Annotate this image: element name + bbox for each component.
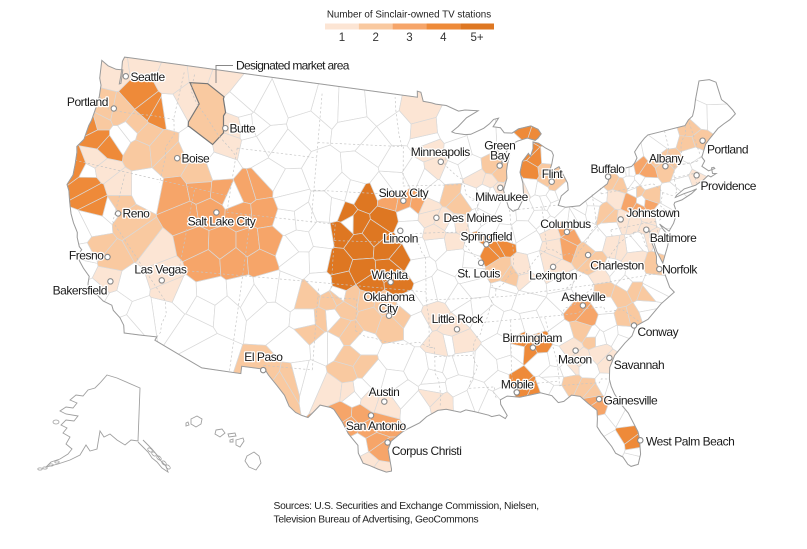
svg-text:4: 4: [440, 32, 447, 44]
svg-text:Birmingham: Birmingham: [502, 331, 562, 345]
svg-text:St. Louis: St. Louis: [457, 267, 500, 281]
svg-text:Norfolk: Norfolk: [662, 262, 698, 276]
svg-text:West Palm Beach: West Palm Beach: [646, 435, 734, 449]
svg-text:Milwaukee: Milwaukee: [475, 190, 528, 204]
svg-text:Macon: Macon: [558, 352, 592, 366]
svg-text:Charleston: Charleston: [590, 258, 644, 272]
svg-text:Johnstown: Johnstown: [626, 206, 679, 220]
svg-text:Minneapolis: Minneapolis: [411, 145, 471, 159]
svg-text:Designated market area: Designated market area: [236, 59, 350, 73]
svg-text:Corpus Christi: Corpus Christi: [392, 444, 462, 458]
svg-text:2: 2: [372, 32, 378, 44]
svg-text:Salt Lake City: Salt Lake City: [188, 215, 256, 229]
svg-text:Oklahoma: Oklahoma: [363, 290, 415, 304]
svg-text:Flint: Flint: [542, 167, 564, 181]
svg-text:Boise: Boise: [182, 152, 211, 166]
svg-text:Sources: U.S. Securities and E: Sources: U.S. Securities and Exchange Co…: [274, 501, 539, 512]
svg-text:Fresno: Fresno: [69, 248, 104, 262]
svg-text:Reno: Reno: [123, 206, 151, 220]
svg-text:Baltimore: Baltimore: [650, 231, 697, 245]
svg-text:Lincoln: Lincoln: [383, 231, 418, 245]
svg-text:Sioux City: Sioux City: [379, 186, 429, 200]
svg-text:Television Bureau of Advertisi: Television Bureau of Advertising, GeoCom…: [274, 515, 479, 526]
svg-text:El Paso: El Paso: [244, 350, 283, 364]
svg-text:1: 1: [339, 32, 345, 44]
svg-text:Bakersfield: Bakersfield: [53, 283, 107, 297]
svg-text:San Antonio: San Antonio: [346, 419, 407, 433]
svg-text:Portland: Portland: [707, 142, 748, 156]
svg-text:Columbus: Columbus: [540, 217, 591, 231]
svg-text:Savannah: Savannah: [614, 358, 664, 372]
svg-text:Portland: Portland: [67, 95, 108, 109]
svg-text:Little Rock: Little Rock: [432, 312, 485, 326]
svg-text:Asheville: Asheville: [561, 290, 606, 304]
svg-text:Green: Green: [484, 138, 515, 152]
svg-text:Butte: Butte: [230, 122, 257, 136]
svg-text:Austin: Austin: [369, 385, 400, 399]
svg-text:Bay: Bay: [490, 148, 510, 162]
svg-text:Des Moines: Des Moines: [444, 211, 503, 225]
svg-text:Lexington: Lexington: [529, 269, 577, 283]
svg-text:Gainesville: Gainesville: [604, 394, 659, 408]
svg-text:Providence: Providence: [701, 179, 757, 193]
svg-text:City: City: [379, 301, 398, 315]
svg-text:5+: 5+: [471, 32, 484, 44]
svg-text:Number of Sinclair-owned TV st: Number of Sinclair-owned TV stations: [327, 10, 491, 21]
svg-text:3: 3: [406, 32, 412, 44]
svg-text:Mobile: Mobile: [501, 377, 534, 391]
svg-text:Wichita: Wichita: [371, 268, 408, 282]
svg-text:Buffalo: Buffalo: [591, 162, 626, 176]
svg-text:Seattle: Seattle: [131, 70, 166, 84]
svg-text:Conway: Conway: [638, 325, 679, 339]
svg-text:Springfield: Springfield: [460, 229, 512, 243]
svg-text:Las Vegas: Las Vegas: [134, 263, 186, 277]
svg-text:Albany: Albany: [649, 152, 683, 166]
